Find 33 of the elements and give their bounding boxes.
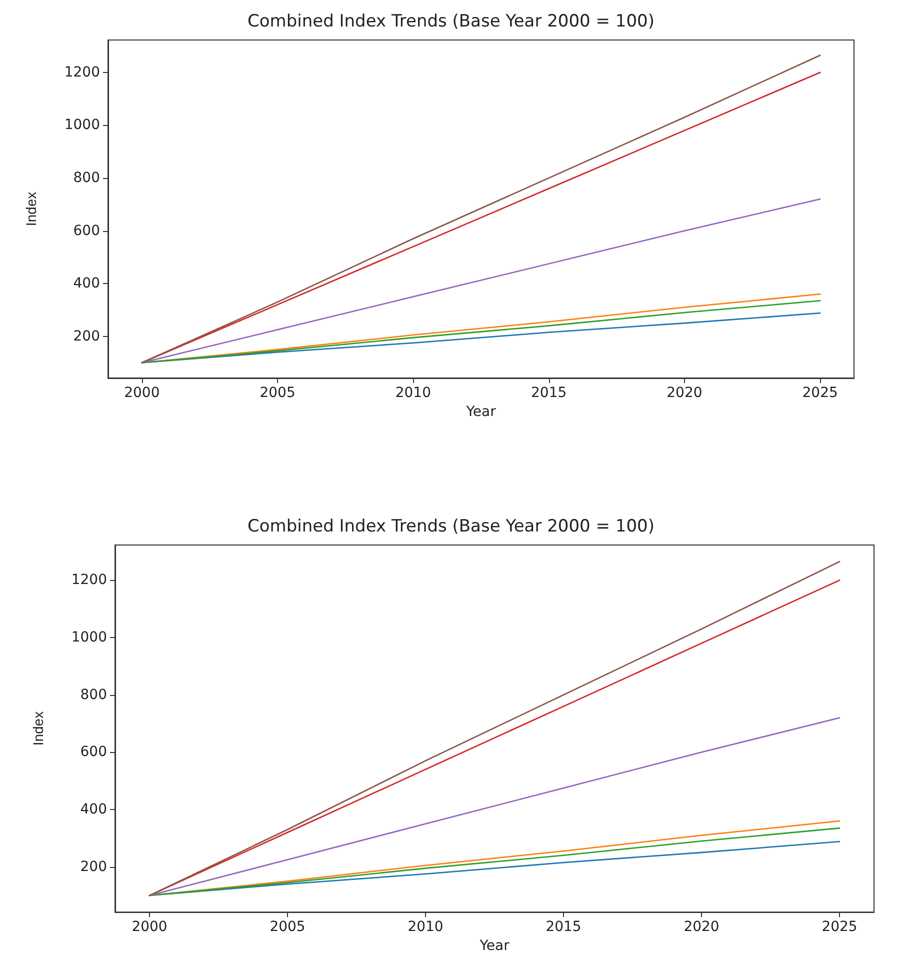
x-tick-label: 2020 xyxy=(684,919,720,936)
chart-title: Combined Index Trends (Base Year 2000 = 100) xyxy=(248,12,654,32)
line-series xyxy=(141,312,821,364)
x-tick-label: 2000 xyxy=(124,385,160,401)
y-axis-title: Index xyxy=(23,192,39,226)
y-tick-label: 1200 xyxy=(71,572,107,588)
y-tick-label: 800 xyxy=(73,170,100,186)
y-tick-label: 400 xyxy=(73,276,100,292)
y-axis-title: Index xyxy=(30,711,46,746)
x-tick-label: 2020 xyxy=(666,385,702,401)
y-tick-label: 1000 xyxy=(71,630,107,646)
x-axis-title: Year xyxy=(465,404,496,420)
line-series xyxy=(148,717,840,896)
y-tick-label: 800 xyxy=(80,686,107,703)
y-tick-label: 200 xyxy=(73,328,100,344)
x-tick-label: 2005 xyxy=(260,385,296,401)
x-tick-label: 2010 xyxy=(408,919,444,936)
line-series xyxy=(141,198,821,364)
x-tick-label: 2025 xyxy=(802,385,838,401)
x-axis-title: Year xyxy=(478,938,510,954)
x-tick-label: 2015 xyxy=(531,385,567,401)
y-tick-label: 1000 xyxy=(64,117,100,134)
y-tick-label: 1200 xyxy=(64,64,100,80)
x-tick-label: 2025 xyxy=(822,919,858,936)
chart-title: Combined Index Trends (Base Year 2000 = 100) xyxy=(248,516,654,536)
x-tick-label: 2010 xyxy=(395,385,431,401)
x-tick-label: 2005 xyxy=(270,919,306,936)
y-tick-label: 400 xyxy=(80,802,107,818)
x-tick-label: 2000 xyxy=(132,919,168,936)
x-tick-label: 2015 xyxy=(546,919,582,936)
y-tick-label: 600 xyxy=(73,222,100,239)
y-tick-label: 600 xyxy=(80,744,107,760)
y-tick-label: 200 xyxy=(80,858,107,875)
